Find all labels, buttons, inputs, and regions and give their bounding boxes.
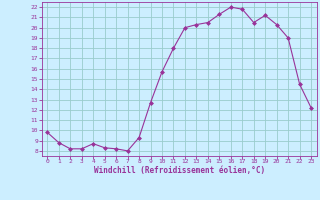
X-axis label: Windchill (Refroidissement éolien,°C): Windchill (Refroidissement éolien,°C) xyxy=(94,166,265,175)
